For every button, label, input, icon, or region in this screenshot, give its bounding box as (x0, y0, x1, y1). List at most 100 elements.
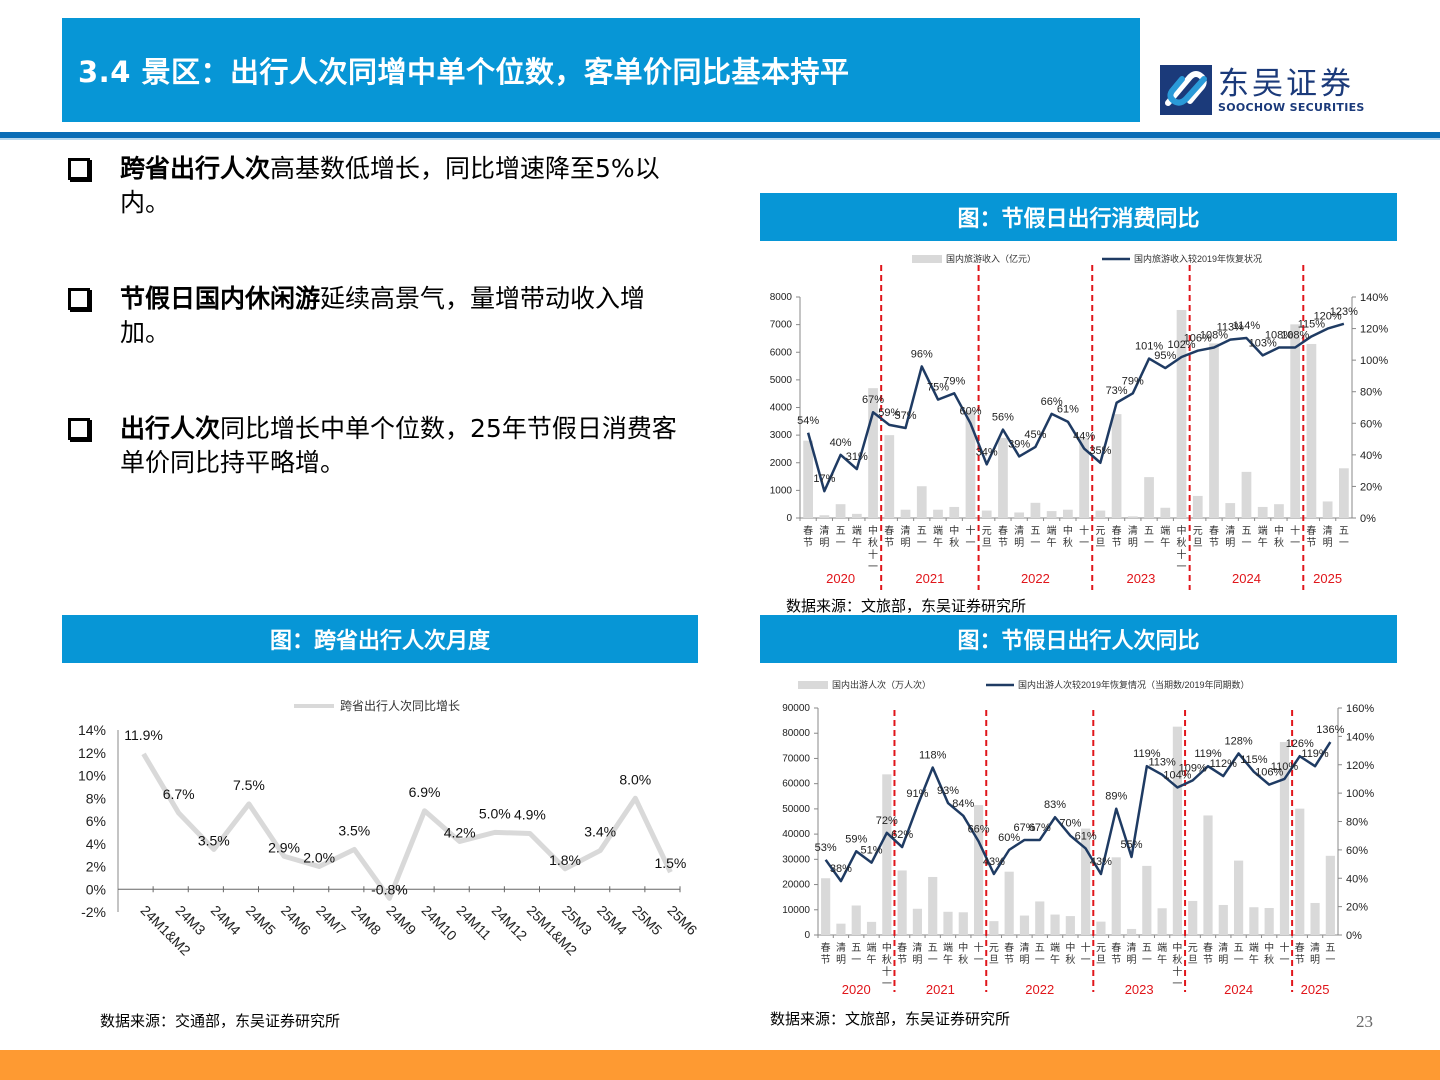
data-label: 102% (1167, 339, 1195, 351)
svg-text:午: 午 (1258, 536, 1268, 549)
year-label: 2022 (1025, 982, 1054, 997)
bar (803, 440, 813, 518)
data-label: 108% (1265, 330, 1293, 342)
svg-text:节: 节 (1004, 954, 1014, 966)
bar (1192, 495, 1203, 518)
svg-text:中: 中 (1063, 524, 1073, 537)
svg-text:明: 明 (1310, 954, 1320, 966)
svg-text:一: 一 (1234, 955, 1244, 966)
revenue-chart: 国内旅游收入（亿元） 国内旅游收入较2019年恢复状况 0 1000 2000 3000 4… (770, 253, 1388, 590)
revenue-chart-header: 图：节假日出行消费同比 (760, 193, 1397, 241)
svg-text:春: 春 (884, 525, 894, 537)
bar (1306, 343, 1317, 518)
svg-text:清: 清 (1310, 941, 1320, 954)
x-tick-label: 24M4 (208, 902, 244, 938)
data-label: 35% (1089, 445, 1111, 457)
bar (1127, 516, 1138, 518)
page-number: 23 (1356, 1012, 1373, 1031)
bar (1030, 502, 1041, 518)
data-label: 54% (797, 415, 819, 427)
data-label: 7.5% (233, 777, 265, 793)
bar (1172, 726, 1182, 935)
svg-text:2%: 2% (86, 859, 106, 875)
svg-text:明: 明 (1218, 954, 1228, 966)
trips-chart: 国内出游人次（万人次） 国内出游人次较2019年恢复情况（当期数/2019年同期数… (782, 679, 1374, 997)
svg-text:节: 节 (897, 954, 907, 966)
x-tick-label: 24M12 (489, 902, 531, 944)
bar (1160, 507, 1171, 518)
x-tick-label: 25M6 (664, 902, 700, 938)
legend-line-label: 国内旅游收入较2019年恢复状况 (1134, 253, 1262, 264)
svg-text:一: 一 (1079, 538, 1089, 549)
svg-text:70000: 70000 (782, 753, 810, 764)
bar (1249, 907, 1259, 935)
svg-text:140%: 140% (1360, 292, 1388, 304)
bar (1050, 914, 1060, 935)
bullet-list: 跨省出行人次高基数低增长，同比增速降至5%以内。 节假日国内休闲游延续高景气，量… (68, 152, 708, 542)
svg-text:春: 春 (1112, 525, 1122, 537)
data-label: 101% (1135, 341, 1163, 353)
bar (1176, 309, 1187, 518)
data-label: 126% (1286, 738, 1314, 750)
svg-text:中: 中 (1172, 941, 1182, 954)
svg-text:五: 五 (1142, 943, 1152, 954)
svg-text:秋: 秋 (882, 953, 892, 966)
data-label: 4.2% (444, 824, 476, 840)
checkbox-bullet-icon (68, 418, 90, 440)
header-rule-light (0, 138, 1440, 140)
svg-text:端: 端 (1157, 941, 1167, 954)
svg-text:一: 一 (1081, 955, 1091, 966)
bar (1264, 908, 1274, 935)
svg-text:一: 一 (1241, 538, 1251, 549)
svg-text:清: 清 (1019, 941, 1029, 954)
data-label: 106% (1184, 333, 1212, 345)
svg-text:五: 五 (851, 943, 861, 954)
svg-text:十: 十 (1290, 524, 1300, 537)
svg-text:端: 端 (1047, 524, 1057, 537)
svg-text:春: 春 (1004, 942, 1014, 954)
svg-text:60000: 60000 (782, 779, 810, 790)
svg-text:一: 一 (882, 979, 892, 990)
svg-text:-2%: -2% (81, 904, 106, 920)
bar (1290, 324, 1301, 518)
x-tick-label: 24M8 (348, 902, 384, 938)
header-rule (0, 132, 1440, 138)
revenue-chart-source: 数据来源：文旅部，东吴证券研究所 (786, 597, 1027, 615)
x-tick-label: 25M5 (629, 902, 665, 938)
svg-text:10000: 10000 (782, 905, 810, 916)
year-label: 2025 (1301, 982, 1330, 997)
bullet-keyword: 跨省出行人次 (120, 154, 271, 183)
svg-text:春: 春 (998, 525, 1008, 537)
svg-text:一: 一 (1290, 538, 1300, 549)
svg-text:旦: 旦 (1193, 537, 1203, 549)
svg-text:8000: 8000 (770, 292, 793, 303)
svg-text:清: 清 (1014, 524, 1024, 537)
data-label: 73% (1106, 385, 1128, 397)
svg-text:节: 节 (1203, 954, 1213, 966)
svg-text:元: 元 (1096, 943, 1106, 954)
recovery-line (806, 322, 1345, 493)
svg-text:100%: 100% (1346, 788, 1374, 800)
bar (1225, 503, 1236, 518)
checkbox-bullet-icon (68, 288, 90, 310)
bar (1004, 871, 1014, 935)
svg-text:明: 明 (1128, 537, 1138, 549)
bullet-item: 出行人次同比增长中单个位数，25年节假日消费客单价同比持平略增。 (68, 412, 708, 480)
svg-text:8%: 8% (86, 790, 106, 806)
svg-text:春: 春 (803, 525, 813, 537)
svg-text:10%: 10% (78, 768, 106, 784)
data-label: 60% (959, 405, 981, 417)
year-label: 2020 (826, 571, 855, 586)
data-label: 123% (1330, 306, 1358, 318)
svg-text:五: 五 (836, 526, 846, 537)
svg-text:0%: 0% (1346, 930, 1362, 942)
svg-text:80000: 80000 (782, 728, 810, 739)
year-label: 2021 (915, 571, 944, 586)
data-label: 93% (937, 785, 959, 797)
svg-text:一: 一 (928, 955, 938, 966)
x-tick-label: 24M6 (278, 902, 314, 938)
svg-text:端: 端 (1249, 941, 1259, 954)
data-label: 75% (927, 382, 949, 394)
bar (819, 515, 830, 518)
svg-text:30000: 30000 (782, 854, 810, 865)
